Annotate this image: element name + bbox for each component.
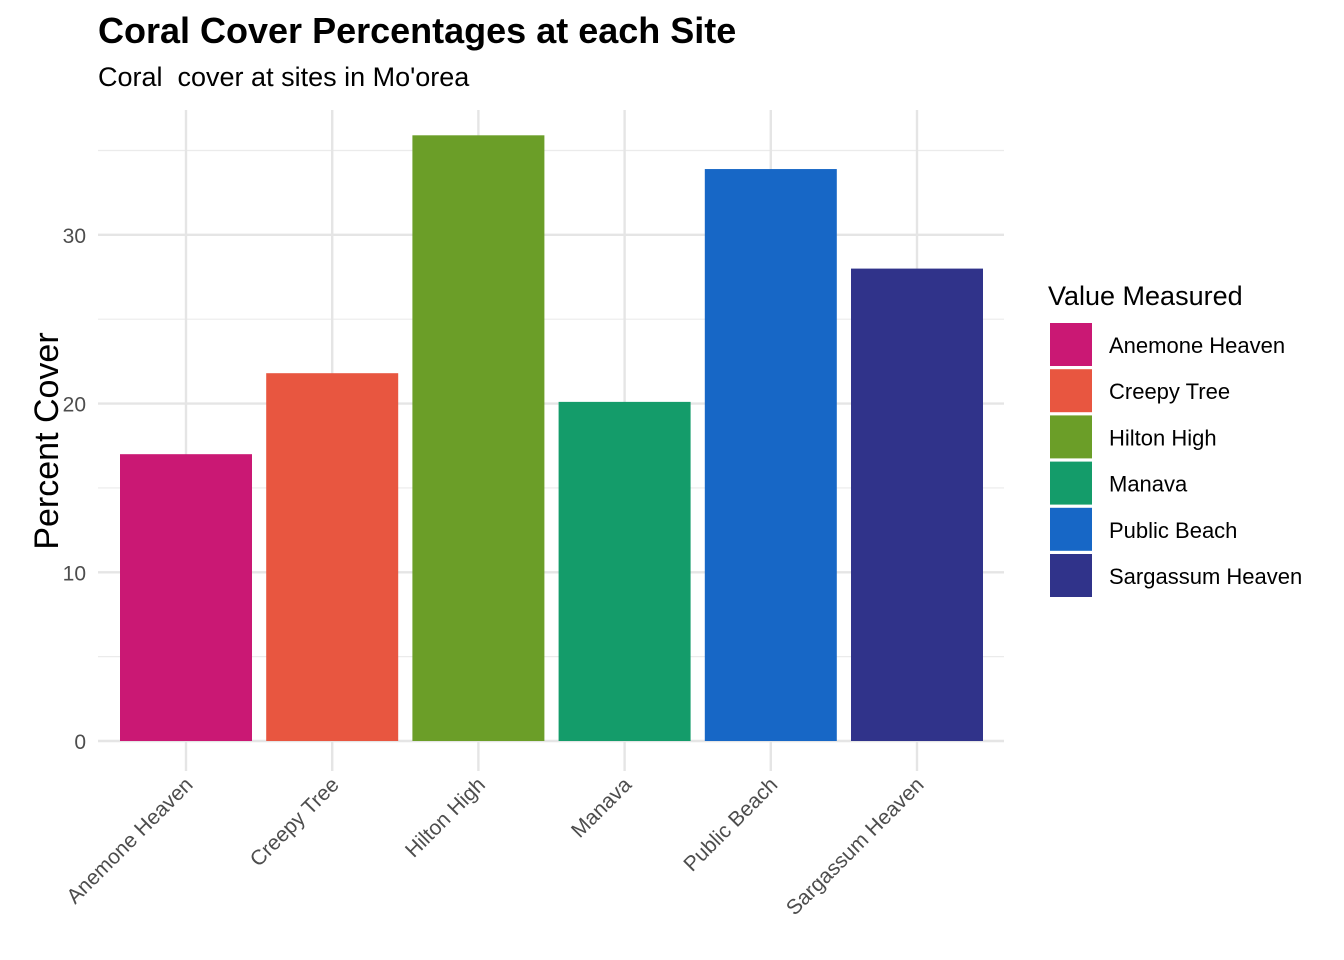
x-tick-label: Anemone Heaven bbox=[62, 773, 197, 908]
y-tick-label: 20 bbox=[63, 394, 86, 417]
legend-label: Creepy Tree bbox=[1109, 379, 1230, 404]
legend-swatch bbox=[1050, 554, 1092, 597]
x-tick-label: Hilton High bbox=[401, 773, 490, 862]
legend-swatch bbox=[1050, 323, 1092, 366]
bars bbox=[120, 135, 983, 742]
legend-label: Hilton High bbox=[1109, 425, 1217, 450]
x-tick-label: Sargassum Heaven bbox=[782, 773, 929, 920]
legend-label: Public Beach bbox=[1109, 518, 1237, 543]
legend-title: Value Measured bbox=[1048, 281, 1243, 311]
chart-title: Coral Cover Percentages at each Site bbox=[98, 10, 737, 51]
legend-label: Anemone Heaven bbox=[1109, 333, 1285, 358]
bar bbox=[412, 135, 545, 741]
y-axis-label: Percent Cover bbox=[28, 332, 66, 549]
y-tick-label: 10 bbox=[63, 562, 86, 585]
legend-label: Manava bbox=[1109, 472, 1188, 497]
bar bbox=[704, 169, 837, 742]
y-tick-label: 0 bbox=[74, 731, 86, 754]
bar bbox=[851, 268, 983, 741]
bar bbox=[120, 454, 252, 741]
x-tick-label: Creepy Tree bbox=[246, 773, 344, 871]
bar bbox=[266, 373, 399, 741]
legend-swatch bbox=[1050, 507, 1092, 551]
legend-swatch bbox=[1050, 461, 1092, 505]
y-tick-label: 30 bbox=[63, 225, 86, 248]
chart-subtitle: Coral cover at sites in Mo'orea bbox=[98, 62, 470, 92]
legend-swatch bbox=[1050, 369, 1092, 413]
bar bbox=[558, 401, 691, 741]
legend: Value Measured Anemone Heaven Creepy Tree… bbox=[1048, 281, 1302, 597]
legend-swatch bbox=[1050, 415, 1092, 459]
x-tick-label: Manava bbox=[567, 773, 636, 842]
legend-label: Sargassum Heaven bbox=[1109, 564, 1302, 589]
x-tick-label: Public Beach bbox=[679, 773, 782, 876]
